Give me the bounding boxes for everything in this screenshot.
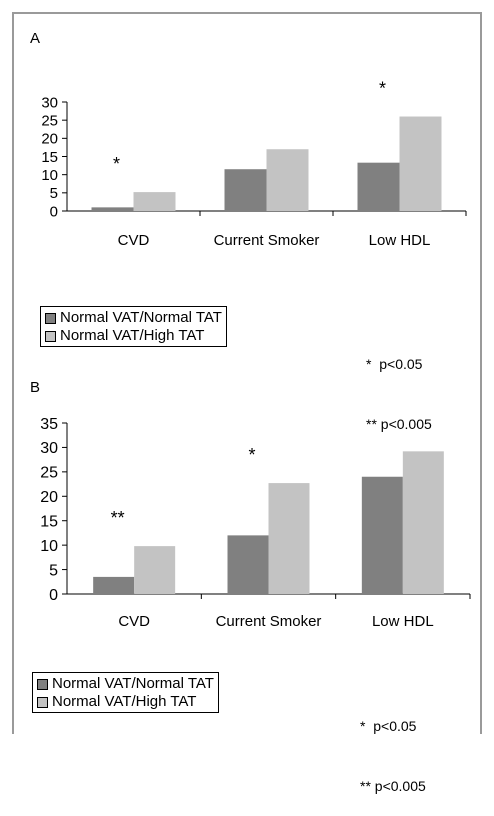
- panel-a-legend: Normal VAT/Normal TAT Normal VAT/High TA…: [40, 306, 227, 347]
- y-tick-label: 25: [41, 113, 58, 130]
- legend-item-high-tat: Normal VAT/High TAT: [37, 693, 214, 711]
- legend-swatch-normal-tat: [37, 678, 48, 690]
- legend-item-normal-tat: Normal VAT/Normal TAT: [45, 309, 222, 327]
- y-tick-label: 30: [41, 94, 58, 111]
- y-tick-label: 20: [40, 489, 58, 506]
- legend-item-normal-tat: Normal VAT/Normal TAT: [37, 675, 214, 693]
- y-tick-label: 5: [49, 562, 58, 579]
- bar-normal-tat: [357, 162, 400, 211]
- y-tick-label: 15: [40, 513, 58, 530]
- y-tick-label: 30: [40, 440, 58, 457]
- legend-label: Normal VAT/Normal TAT: [52, 675, 214, 692]
- bar-high-tat: [268, 483, 310, 594]
- legend-swatch-high-tat: [37, 696, 48, 708]
- x-category-label: Current Smoker: [214, 232, 320, 249]
- panel-b-chart: B 0 5 10 15 20 25 30 35 CVD ** Current Smoker * Low …: [30, 379, 471, 630]
- x-category-label: Low HDL: [372, 613, 434, 630]
- panel-b-legend: Normal VAT/Normal TAT Normal VAT/High TA…: [32, 672, 219, 713]
- x-category-label: Current Smoker: [216, 613, 322, 630]
- significance-note: * p<0.05: [366, 356, 423, 372]
- y-tick-label: 10: [41, 167, 58, 184]
- y-tick-label: 20: [41, 131, 58, 148]
- y-tick-label: 0: [50, 203, 58, 220]
- legend-item-high-tat: Normal VAT/High TAT: [45, 327, 222, 345]
- significance-note: ** p<0.005: [360, 778, 426, 794]
- panel-a-significance: * p<0.05 ** p<0.005: [366, 314, 432, 454]
- bar-normal-tat: [91, 207, 134, 211]
- y-tick-label: 10: [40, 538, 58, 555]
- x-category-label: Low HDL: [369, 232, 431, 249]
- bar-high-tat: [402, 451, 444, 594]
- x-category-label: CVD: [118, 613, 150, 630]
- y-tick-label: 35: [40, 416, 58, 433]
- significance-marker: *: [113, 154, 120, 174]
- significance-marker: **: [111, 508, 125, 528]
- legend-swatch-normal-tat: [45, 312, 56, 324]
- bar-high-tat: [399, 116, 442, 211]
- significance-marker: *: [248, 445, 255, 465]
- significance-marker: *: [379, 79, 386, 99]
- y-tick-label: 5: [50, 185, 58, 202]
- bar-normal-tat: [224, 169, 267, 211]
- panel-b-significance: * p<0.05 ** p<0.005: [360, 676, 426, 816]
- x-category-label: CVD: [118, 232, 150, 249]
- panel-b-label: B: [30, 379, 40, 396]
- significance-note: ** p<0.005: [366, 416, 432, 432]
- figure-frame: [12, 12, 482, 734]
- bar-high-tat: [133, 192, 176, 211]
- significance-note: * p<0.05: [360, 718, 417, 734]
- y-tick-label: 25: [40, 465, 58, 482]
- legend-label: Normal VAT/High TAT: [52, 693, 197, 710]
- y-tick-label: 15: [41, 149, 58, 166]
- legend-label: Normal VAT/High TAT: [60, 327, 205, 344]
- bar-normal-tat: [361, 476, 403, 594]
- panel-a-label: A: [30, 30, 40, 47]
- y-tick-label: 0: [49, 587, 58, 604]
- legend-label: Normal VAT/Normal TAT: [60, 309, 222, 326]
- legend-swatch-high-tat: [45, 330, 56, 342]
- bar-high-tat: [266, 149, 309, 211]
- bar-normal-tat: [93, 576, 135, 594]
- bar-high-tat: [134, 546, 176, 594]
- bar-normal-tat: [227, 535, 269, 594]
